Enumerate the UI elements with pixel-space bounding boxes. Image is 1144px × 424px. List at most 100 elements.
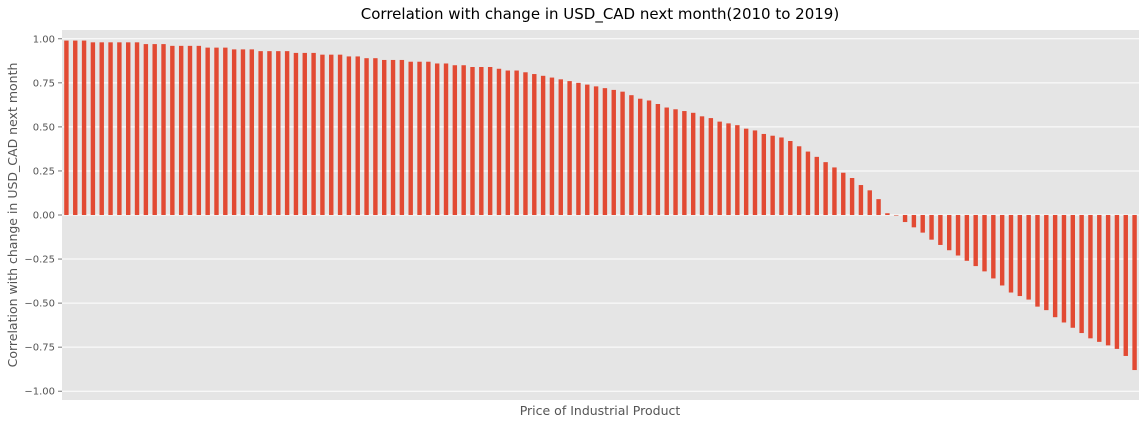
bar <box>559 79 563 215</box>
y-axis-label: Correlation with change in USD_CAD next … <box>5 63 20 368</box>
bar <box>453 65 457 215</box>
bar <box>567 81 571 215</box>
bar <box>779 137 783 215</box>
bar <box>364 58 368 215</box>
bar <box>241 49 245 215</box>
bar <box>232 49 236 215</box>
bar <box>100 42 104 215</box>
bar <box>603 88 607 215</box>
bar <box>444 63 448 215</box>
bar <box>347 56 351 215</box>
bar <box>859 185 863 215</box>
bar <box>400 60 404 215</box>
bar <box>682 111 686 215</box>
bar <box>903 215 907 222</box>
bar <box>929 215 933 240</box>
bar <box>1132 215 1136 370</box>
bar <box>576 83 580 215</box>
bar <box>876 199 880 215</box>
bar <box>426 62 430 215</box>
bar <box>205 48 209 215</box>
bar <box>885 213 889 215</box>
bar <box>417 62 421 215</box>
y-tick-label: 1.00 <box>33 34 55 45</box>
y-tick-label: −0.25 <box>24 255 55 266</box>
bar <box>620 92 624 215</box>
y-tick-label: 0.75 <box>33 78 55 89</box>
bar <box>356 56 360 215</box>
bar <box>991 215 995 278</box>
bar <box>947 215 951 250</box>
bar <box>894 215 898 216</box>
bar <box>144 44 148 215</box>
bar <box>594 86 598 215</box>
bar <box>709 118 713 215</box>
bar <box>135 42 139 215</box>
bar <box>91 42 95 215</box>
bar <box>691 113 695 215</box>
bar <box>311 53 315 215</box>
y-tick-label: 0.25 <box>33 166 55 177</box>
bar <box>329 55 333 215</box>
bar <box>629 95 633 215</box>
bar <box>612 90 616 215</box>
bar <box>1071 215 1075 328</box>
bar <box>1000 215 1004 285</box>
bar <box>1115 215 1119 349</box>
bar <box>912 215 916 227</box>
y-axis-ticks: 1.00 0.75 0.50 0.25 0.00 −0.25 −0.50 −0.75 −1.00 <box>24 34 62 397</box>
bar <box>1079 215 1083 333</box>
bar <box>391 60 395 215</box>
bar <box>550 78 554 215</box>
bar <box>294 53 298 215</box>
bar <box>408 62 412 215</box>
bar <box>82 41 86 215</box>
bar <box>762 134 766 215</box>
bar <box>179 46 183 215</box>
bar <box>497 69 501 215</box>
bar <box>1097 215 1101 342</box>
bar <box>841 173 845 215</box>
bar <box>108 42 112 215</box>
bar <box>161 44 165 215</box>
bar <box>647 100 651 215</box>
y-tick-label: 0.00 <box>33 211 55 222</box>
bar <box>73 41 77 215</box>
bar <box>1088 215 1092 338</box>
bar <box>938 215 942 245</box>
bar <box>126 42 130 215</box>
bar <box>700 116 704 215</box>
bar <box>188 46 192 215</box>
bar <box>532 74 536 215</box>
bar <box>285 51 289 215</box>
bar <box>850 178 854 215</box>
bar <box>170 46 174 215</box>
bar <box>665 108 669 215</box>
bar <box>373 58 377 215</box>
y-tick-label: −0.75 <box>24 343 55 354</box>
bar <box>744 129 748 215</box>
bar <box>832 167 836 215</box>
bar <box>973 215 977 266</box>
bar <box>673 109 677 215</box>
bar <box>1009 215 1013 293</box>
bar <box>1044 215 1048 310</box>
bar <box>788 141 792 215</box>
chart-title: Correlation with change in USD_CAD next … <box>361 5 839 24</box>
bar <box>470 67 474 215</box>
bar <box>753 130 757 215</box>
bar <box>1124 215 1128 356</box>
bar <box>717 122 721 215</box>
bar <box>64 41 68 215</box>
x-axis-label: Price of Industrial Product <box>520 403 681 418</box>
bar <box>806 152 810 215</box>
bar <box>382 60 386 215</box>
bar <box>868 190 872 215</box>
bar <box>656 104 660 215</box>
bar <box>965 215 969 261</box>
bar <box>320 55 324 215</box>
bar <box>956 215 960 256</box>
bar <box>735 125 739 215</box>
bar <box>506 71 510 215</box>
